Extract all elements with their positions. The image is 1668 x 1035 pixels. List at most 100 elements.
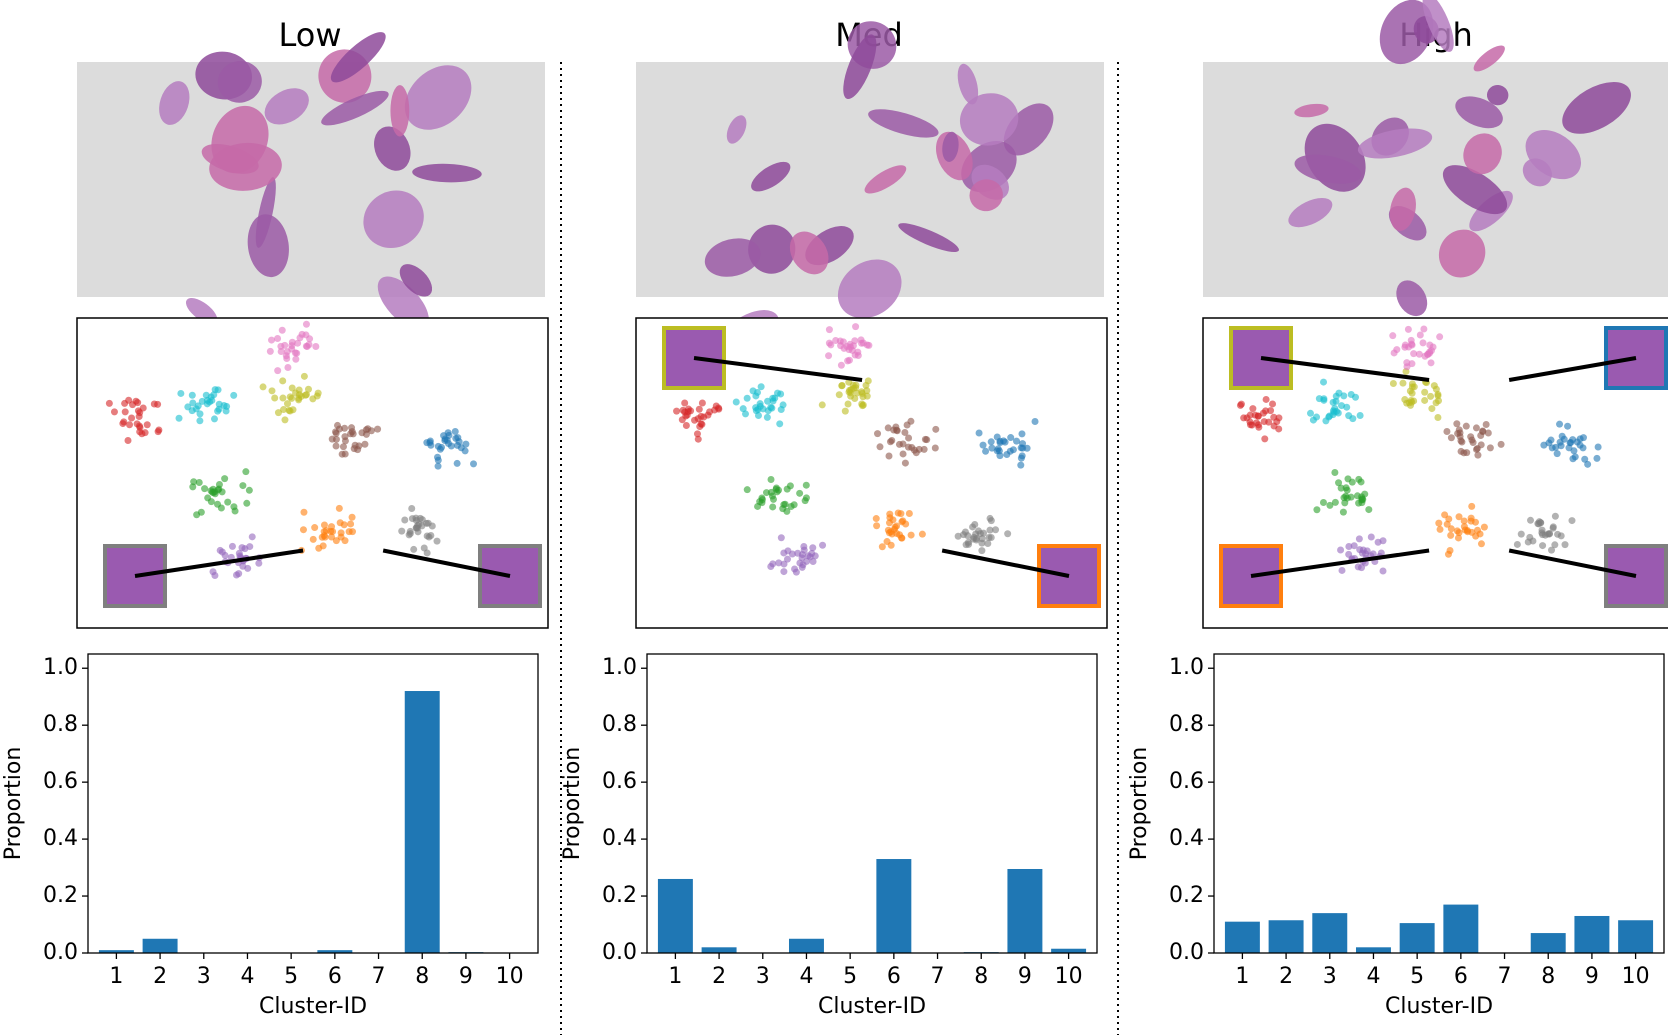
tissue-blob bbox=[217, 60, 262, 103]
embedding-point bbox=[1339, 508, 1347, 516]
embedding-point bbox=[1593, 454, 1601, 462]
bar bbox=[98, 950, 134, 953]
embedding-point bbox=[1374, 538, 1382, 546]
embedding-point bbox=[230, 503, 238, 511]
embedding-point bbox=[818, 401, 826, 409]
embedding-point bbox=[915, 445, 923, 453]
embedding-point bbox=[279, 377, 287, 385]
embedding-point bbox=[410, 545, 418, 553]
embedding-point bbox=[1401, 343, 1409, 351]
embedding-point bbox=[278, 326, 286, 334]
bar bbox=[1224, 921, 1260, 953]
embedding-point bbox=[1524, 538, 1532, 546]
embedding-point bbox=[1551, 541, 1559, 549]
tissue-blob bbox=[321, 90, 389, 126]
embedding-point bbox=[454, 434, 462, 442]
embedding-point bbox=[1443, 520, 1451, 528]
embedding-point bbox=[1267, 407, 1275, 415]
embedding-point bbox=[865, 341, 873, 349]
embedding-point bbox=[921, 435, 929, 443]
embedding-point bbox=[218, 488, 226, 496]
embedding-point bbox=[1332, 397, 1340, 405]
embedding-point bbox=[742, 410, 750, 418]
embedding-point bbox=[138, 430, 146, 438]
embedding-point bbox=[175, 414, 183, 422]
embedding-point bbox=[1473, 445, 1481, 453]
inset-arrow bbox=[134, 548, 304, 578]
embedding-point bbox=[1447, 531, 1455, 539]
y-tick-label: 0.6 bbox=[43, 769, 78, 794]
embedding-point bbox=[224, 498, 232, 506]
tissue-blob bbox=[390, 85, 410, 137]
embedding-point bbox=[221, 475, 229, 483]
y-tick-label: 1.0 bbox=[1169, 655, 1204, 680]
embedding-point bbox=[1419, 339, 1427, 347]
bar bbox=[1618, 920, 1654, 953]
embedding-point bbox=[281, 341, 289, 349]
embedding-point bbox=[695, 405, 703, 413]
inset-arrow bbox=[1260, 356, 1430, 382]
embedding-point bbox=[1482, 421, 1490, 429]
embedding-point bbox=[1467, 517, 1475, 525]
embedding-point bbox=[984, 539, 992, 547]
embedding-point bbox=[1369, 550, 1377, 558]
embedding-point bbox=[302, 320, 310, 328]
embedding-point bbox=[339, 443, 347, 451]
embedding-point bbox=[210, 391, 218, 399]
embedding-point bbox=[1254, 412, 1262, 420]
x-tick-label: 1 bbox=[109, 964, 123, 989]
embedding-point bbox=[775, 559, 783, 567]
embedding-point bbox=[878, 543, 886, 551]
embedding-point bbox=[901, 459, 909, 467]
embedding-point bbox=[1549, 524, 1557, 532]
embedding-point bbox=[1479, 428, 1487, 436]
tissue-blob bbox=[374, 126, 411, 171]
embedding-point bbox=[1436, 525, 1444, 533]
embedding-point bbox=[279, 394, 287, 402]
embedding-point bbox=[291, 349, 299, 357]
embedding-point bbox=[154, 428, 162, 436]
embedding-point bbox=[704, 411, 712, 419]
embedding-point bbox=[221, 551, 229, 559]
bar bbox=[1355, 947, 1391, 953]
bar bbox=[1051, 948, 1087, 953]
embedding-point bbox=[126, 421, 134, 429]
embedding-point bbox=[1441, 511, 1449, 519]
bar bbox=[404, 691, 440, 953]
tissue-blob bbox=[399, 264, 433, 297]
embedding-point bbox=[852, 323, 860, 331]
embedding-point bbox=[320, 521, 328, 529]
embedding-point bbox=[350, 445, 358, 453]
embedding-point bbox=[986, 526, 994, 534]
embedding-point bbox=[756, 498, 764, 506]
embedding-point bbox=[783, 555, 791, 563]
embedding-point bbox=[1358, 493, 1366, 501]
tissue-blob bbox=[942, 131, 959, 162]
x-tick-label: 9 bbox=[1585, 964, 1599, 989]
x-tick-label: 1 bbox=[668, 964, 682, 989]
embedding-point bbox=[840, 344, 848, 352]
embedding-point bbox=[678, 416, 686, 424]
embedding-point bbox=[1319, 499, 1327, 507]
embedding-point bbox=[732, 398, 740, 406]
embedding-point bbox=[423, 439, 431, 447]
embedding-point bbox=[1460, 517, 1468, 525]
embedding-point bbox=[284, 364, 292, 372]
embedding-point bbox=[786, 482, 794, 490]
embedding-point bbox=[283, 354, 291, 362]
embedding-point bbox=[210, 415, 218, 423]
embedding-point bbox=[1004, 530, 1012, 538]
x-tick-label: 10 bbox=[496, 964, 524, 989]
tissue-blob bbox=[898, 223, 959, 253]
embedding-point bbox=[884, 424, 892, 432]
embedding-point bbox=[423, 532, 431, 540]
embedding-point bbox=[201, 485, 209, 493]
embedding-point bbox=[1556, 420, 1564, 428]
embedding-point bbox=[277, 347, 285, 355]
embedding-point bbox=[1415, 350, 1423, 358]
embedding-point bbox=[898, 534, 906, 542]
embedding-point bbox=[1581, 455, 1589, 463]
embedding-point bbox=[1553, 450, 1561, 458]
bar bbox=[1312, 913, 1348, 953]
